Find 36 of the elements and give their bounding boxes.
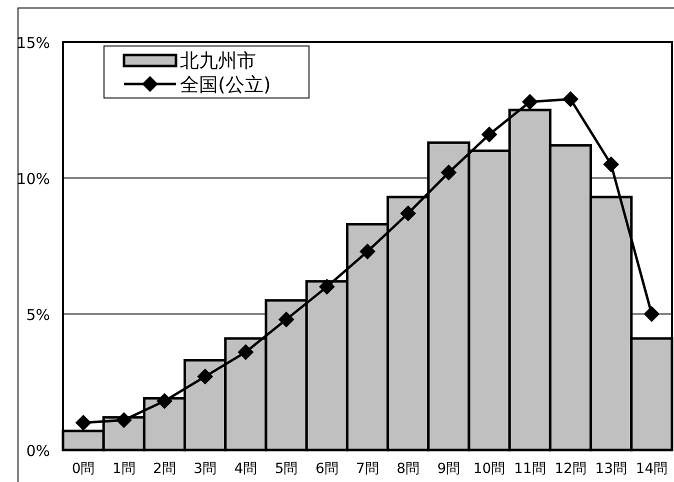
y-tick-label: 0% [26, 442, 50, 460]
x-tick-label: 10問 [473, 461, 506, 477]
point [318, 278, 335, 295]
x-tick-label: 11問 [514, 461, 546, 477]
x-tick-label: 4問 [234, 461, 258, 477]
point [603, 156, 620, 172]
point [481, 126, 498, 142]
point [360, 243, 376, 260]
point [644, 306, 660, 322]
y-tick-label: 5% [26, 306, 50, 324]
point [156, 393, 172, 410]
x-tick-label: 13問 [595, 461, 628, 477]
x-tick-label: 6問 [315, 461, 338, 477]
x-tick-label: 12問 [554, 461, 586, 477]
x-tick-label: 14問 [636, 461, 668, 477]
point [400, 205, 416, 222]
x-tick-label: 8問 [396, 461, 420, 477]
y-tick-label: 15% [16, 34, 50, 52]
x-tick-label: 5問 [274, 461, 298, 477]
x-tick-label: 1問 [112, 461, 136, 477]
legend-label: 全国(公立) [180, 74, 271, 96]
point [562, 91, 578, 108]
x-tick-label: 9問 [437, 461, 460, 477]
point [75, 414, 92, 431]
point [278, 311, 294, 328]
x-tick-label: 0問 [72, 461, 95, 477]
point [197, 368, 214, 385]
y-tick-label: 10% [16, 170, 50, 188]
point [116, 412, 132, 428]
legend-label: 北九州市 [180, 50, 256, 72]
x-tick-label: 3問 [194, 461, 217, 477]
point [522, 94, 538, 110]
x-tick-label: 7問 [356, 461, 379, 477]
point [440, 164, 457, 181]
x-tick-label: 2問 [153, 461, 176, 477]
point [238, 344, 254, 360]
